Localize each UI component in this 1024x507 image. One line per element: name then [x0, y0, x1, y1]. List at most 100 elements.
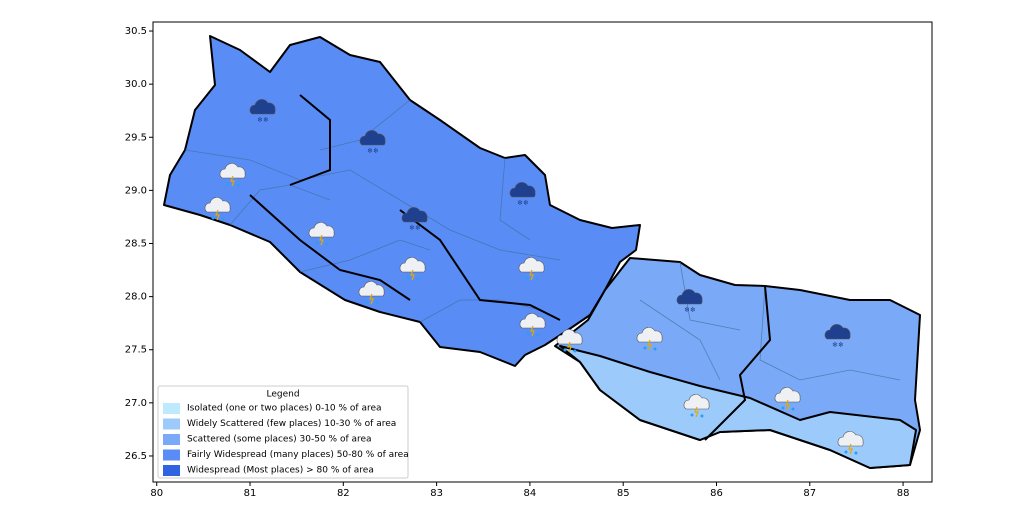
y-tick-label: 26.5: [125, 451, 147, 462]
snow-icon: ❄❄: [824, 324, 851, 349]
lightning: [530, 325, 535, 337]
cloud: [519, 313, 546, 329]
x-tick-label: 85: [617, 488, 630, 499]
snowflakes: ❄❄: [409, 224, 421, 232]
rain-icon: [308, 222, 335, 246]
legend-title: Legend: [266, 390, 299, 400]
legend-label: Isolated (one or two places) 0-10 % of a…: [187, 404, 382, 414]
snowflakes: ❄❄: [257, 116, 269, 124]
drop: [325, 242, 329, 246]
y-tick-label: 28.0: [125, 292, 147, 303]
cloud: [399, 257, 426, 273]
drop: [573, 349, 577, 353]
rain-icon: [774, 387, 801, 411]
legend-label: Widely Scattered (few places) 10-30 % of…: [187, 419, 396, 429]
drop: [315, 241, 319, 245]
rain-icon: [636, 327, 663, 351]
lightning: [230, 175, 235, 187]
cloud: [556, 329, 583, 345]
drop: [526, 332, 530, 336]
legend-swatch: [163, 403, 180, 414]
drop: [791, 407, 795, 411]
snowflakes: ❄❄: [517, 199, 529, 207]
cloud: [837, 431, 864, 447]
drop: [854, 451, 858, 455]
drop: [236, 183, 240, 187]
x-tick-label: 81: [244, 488, 257, 499]
x-tick-label: 83: [430, 488, 443, 499]
drop: [643, 346, 647, 350]
snow-icon: ❄❄: [359, 130, 386, 155]
drop: [365, 300, 369, 304]
cloud: [518, 257, 545, 273]
legend-label: Scattered (some places) 30-50 % of area: [187, 435, 372, 445]
axes: 80 81 82 83 84 85 86 87 88 26.5 27.0 27.5 28.0 28.5 29…: [125, 26, 910, 499]
weather-icons: ❄❄ ❄❄ ❄❄ ❄❄ ❄❄ ❄❄: [204, 99, 864, 455]
lightning: [410, 269, 415, 281]
legend-box: [157, 385, 409, 479]
y-tick-label: 30.0: [125, 79, 147, 90]
drop: [536, 333, 540, 337]
drop: [221, 217, 225, 221]
legend-swatch: [163, 418, 180, 430]
y-tick-label: 30.5: [125, 26, 147, 37]
cloud: [359, 130, 386, 146]
lightning: [215, 209, 220, 221]
snowflakes: ❄❄: [367, 147, 379, 155]
x-tick-label: 87: [803, 488, 816, 499]
snow-icon: ❄❄: [401, 207, 428, 232]
legend: Legend Isolated (one or two places) 0-10 …: [157, 385, 409, 479]
cloud: [204, 197, 231, 213]
cloud: [219, 163, 246, 179]
rain-icon: [683, 394, 710, 418]
drop: [781, 406, 785, 410]
snow-icon: ❄❄: [249, 99, 276, 124]
rain-icon: [358, 281, 385, 305]
legend-label: Widespread (Most places) > 80 % of area: [187, 466, 374, 476]
lightning: [848, 443, 853, 455]
snow-icon: ❄❄: [676, 289, 703, 314]
rain-icon: [399, 257, 426, 281]
cloud: [676, 289, 703, 305]
y-tick-label: 29.0: [125, 185, 147, 196]
lightning: [319, 234, 324, 246]
legend-label: Fairly Widespread (many places) 50-80 % …: [187, 450, 409, 460]
legend-swatch: [163, 465, 180, 476]
x-tick-label: 88: [897, 488, 910, 499]
y-tick-label: 27.5: [125, 345, 147, 356]
legend-swatch: [163, 434, 180, 445]
lightning: [567, 341, 572, 353]
cloud: [358, 281, 385, 297]
snowflakes: ❄❄: [684, 306, 696, 314]
rain-icon: [219, 163, 246, 187]
drop: [416, 277, 420, 281]
rain-icon: [837, 431, 864, 455]
province-borders: [249, 94, 772, 441]
drop: [844, 450, 848, 454]
rain-icon: [518, 257, 545, 281]
cloud: [636, 327, 663, 343]
x-tick-label: 86: [710, 488, 723, 499]
lightning: [785, 399, 790, 411]
lightning: [529, 269, 534, 281]
x-tick-label: 82: [337, 488, 350, 499]
drop: [406, 276, 410, 280]
x-tick-label: 80: [150, 488, 163, 499]
lightning: [369, 293, 374, 305]
rain-icon: [556, 329, 583, 353]
drop: [211, 216, 215, 220]
drop: [226, 182, 230, 186]
drop: [375, 301, 379, 305]
drop: [690, 413, 694, 417]
snowflakes: ❄❄: [832, 341, 844, 349]
lightning: [694, 406, 699, 418]
rain-icon: [204, 197, 231, 221]
rain-icon: [519, 313, 546, 337]
drop: [563, 348, 567, 352]
y-tick-label: 28.5: [125, 239, 147, 250]
snow-icon: ❄❄: [509, 182, 536, 207]
drop: [525, 276, 529, 280]
cloud: [509, 182, 536, 198]
lightning: [647, 339, 652, 351]
